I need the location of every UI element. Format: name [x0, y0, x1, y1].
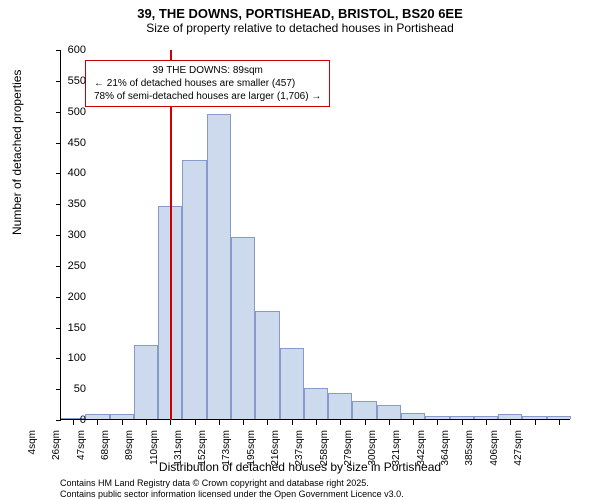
y-axis-label: Number of detached properties: [10, 70, 24, 235]
xtick-mark: [535, 420, 536, 425]
xtick-mark: [437, 420, 438, 425]
xtick-mark: [510, 420, 511, 425]
xtick-mark: [219, 420, 220, 425]
xtick-mark: [170, 420, 171, 425]
xtick-mark: [365, 420, 366, 425]
xtick-mark: [243, 420, 244, 425]
histogram-bar: [304, 388, 328, 419]
xtick-mark: [389, 420, 390, 425]
histogram-bar: [85, 414, 109, 419]
histogram-bar: [498, 414, 522, 419]
chart-subtitle: Size of property relative to detached ho…: [0, 21, 600, 39]
annotation-line3: 78% of semi-detached houses are larger (…: [94, 90, 321, 103]
xtick-mark: [486, 420, 487, 425]
histogram-bar: [474, 416, 498, 419]
ytick-label: 400: [56, 167, 86, 179]
ytick-label: 350: [56, 198, 86, 210]
xtick-mark: [195, 420, 196, 425]
histogram-bar: [547, 416, 571, 419]
xtick-mark: [267, 420, 268, 425]
ytick-label: 0: [56, 414, 86, 426]
histogram-bar: [450, 416, 474, 419]
histogram-bar: [328, 393, 352, 419]
ytick-label: 550: [56, 75, 86, 87]
xtick-mark: [146, 420, 147, 425]
ytick-label: 100: [56, 352, 86, 364]
histogram-bar: [401, 413, 425, 419]
x-axis-label: Distribution of detached houses by size …: [0, 460, 600, 474]
ytick-label: 200: [56, 291, 86, 303]
xtick-mark: [316, 420, 317, 425]
histogram-bar: [377, 405, 401, 419]
histogram-bar: [207, 114, 231, 419]
ytick-label: 250: [56, 260, 86, 272]
annotation-line2: ← 21% of detached houses are smaller (45…: [94, 77, 321, 90]
chart-container: 4sqm26sqm47sqm68sqm89sqm110sqm131sqm152s…: [60, 50, 570, 420]
histogram-bar: [110, 414, 134, 419]
ytick-label: 150: [56, 322, 86, 334]
footer-line2: Contains public sector information licen…: [60, 489, 404, 500]
xtick-mark: [340, 420, 341, 425]
ytick-label: 300: [56, 229, 86, 241]
histogram-bar: [134, 345, 158, 419]
histogram-bar: [182, 160, 206, 419]
histogram-bar: [522, 416, 546, 419]
annotation-line1: 39 THE DOWNS: 89sqm: [94, 64, 321, 77]
xtick-mark: [97, 420, 98, 425]
ytick-label: 600: [56, 44, 86, 56]
xtick-mark: [122, 420, 123, 425]
histogram-bar: [352, 401, 376, 420]
footer: Contains HM Land Registry data © Crown c…: [60, 478, 404, 500]
xtick-mark: [462, 420, 463, 425]
chart-title: 39, THE DOWNS, PORTISHEAD, BRISTOL, BS20…: [0, 0, 600, 21]
annotation-box: 39 THE DOWNS: 89sqm ← 21% of detached ho…: [85, 60, 330, 107]
histogram-bar: [425, 416, 449, 419]
footer-line1: Contains HM Land Registry data © Crown c…: [60, 478, 404, 489]
ytick-label: 450: [56, 137, 86, 149]
xtick-mark: [292, 420, 293, 425]
xtick-mark: [413, 420, 414, 425]
xtick-mark: [559, 420, 560, 425]
histogram-bar: [280, 348, 304, 419]
histogram-bar: [255, 311, 279, 419]
ytick-label: 50: [56, 383, 86, 395]
histogram-bar: [231, 237, 255, 419]
ytick-label: 500: [56, 106, 86, 118]
